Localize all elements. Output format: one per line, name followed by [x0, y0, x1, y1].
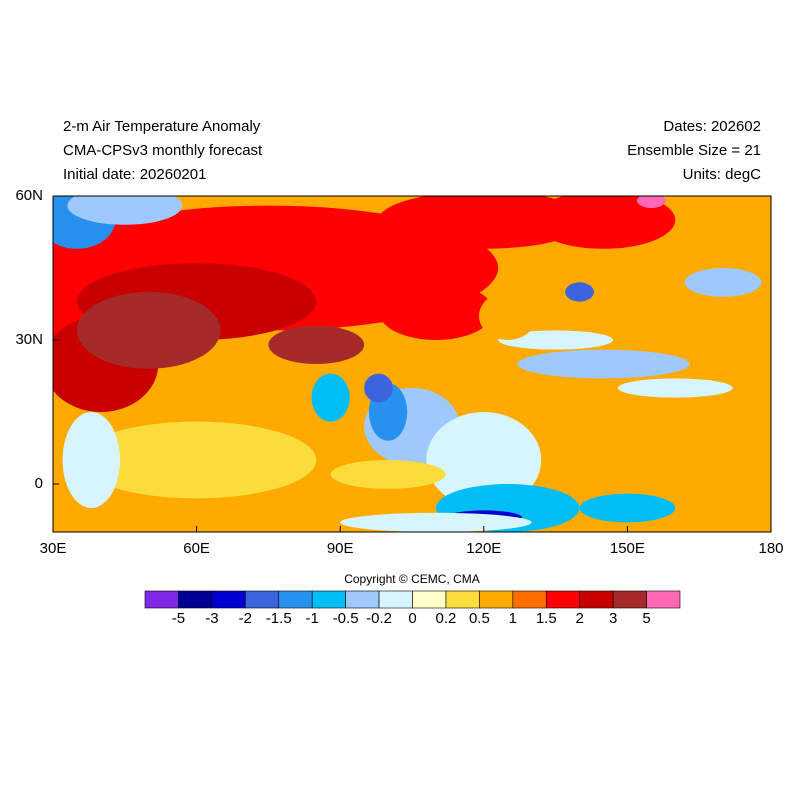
- anomaly-region: [617, 378, 733, 398]
- colorbar-swatch: [345, 590, 380, 609]
- colorbar-swatch: [579, 590, 614, 609]
- colorbar-label: 0: [408, 610, 416, 627]
- anomaly-region: [378, 282, 494, 341]
- colorbar-swatch: [278, 590, 313, 609]
- title-line: Initial date: 20260201: [63, 166, 206, 183]
- colorbar-label: 1.5: [536, 610, 557, 627]
- y-tick-label: 30N: [15, 331, 43, 348]
- colorbar-swatch: [311, 590, 346, 609]
- anomaly-region: [636, 196, 666, 208]
- anomaly-region: [479, 292, 537, 340]
- anomaly-region: [340, 512, 532, 532]
- anomaly-region: [364, 373, 393, 403]
- anomaly-region: [268, 325, 365, 364]
- colorbar-label: -1: [306, 610, 319, 627]
- title-line: CMA-CPSv3 monthly forecast: [63, 142, 263, 159]
- anomaly-region: [426, 412, 542, 508]
- anomaly-region: [684, 268, 762, 297]
- anomaly-region: [498, 330, 614, 350]
- colorbar: -5 -3 -2 -1.5 -1 -0.5 -0.2 0 0.2 0.5 1 1.5 2 3 5: [144, 590, 681, 627]
- colorbar-swatch: [479, 590, 514, 609]
- colorbar-label: -1.5: [266, 610, 292, 627]
- anomaly-region: [579, 493, 676, 523]
- info-line: Ensemble Size = 21: [627, 142, 761, 159]
- colorbar-label: -2: [239, 610, 252, 627]
- anomaly-field: [53, 196, 771, 532]
- colorbar-swatch: [412, 590, 447, 609]
- colorbar-swatch: [445, 590, 480, 609]
- x-tick-label: 150E: [610, 540, 645, 557]
- colorbar-label: 0.5: [469, 610, 490, 627]
- anomaly-region: [378, 196, 590, 249]
- colorbar-swatch: [545, 590, 580, 609]
- anomaly-region: [311, 373, 350, 422]
- copyright: Copyright © CEMC, CMA: [344, 572, 480, 586]
- colorbar-label: -3: [205, 610, 218, 627]
- colorbar-label: -5: [172, 610, 185, 627]
- colorbar-swatch: [144, 590, 179, 609]
- y-tick-label: 0: [35, 475, 43, 492]
- colorbar-swatch: [378, 590, 413, 609]
- y-tick-label: 60N: [15, 187, 43, 204]
- anomaly-region: [62, 412, 121, 508]
- x-tick-label: 90E: [327, 540, 354, 557]
- colorbar-label: 0.2: [436, 610, 457, 627]
- anomaly-region: [67, 196, 183, 225]
- colorbar-swatch: [512, 590, 547, 609]
- info-line: Dates: 202602: [663, 118, 761, 135]
- colorbar-label: 1: [509, 610, 517, 627]
- colorbar-label: -0.2: [366, 610, 392, 627]
- colorbar-swatch: [646, 590, 681, 609]
- map-frame: [52, 195, 772, 533]
- colorbar-label: 5: [642, 610, 650, 627]
- colorbar-swatch: [612, 590, 647, 609]
- colorbar-swatch: [178, 590, 213, 609]
- anomaly-region: [330, 460, 446, 489]
- anomaly-region: [76, 421, 317, 499]
- anomaly-region: [565, 282, 594, 302]
- colorbar-swatch: [245, 590, 280, 609]
- colorbar-label: 3: [609, 610, 617, 627]
- colorbar-swatch: [211, 590, 246, 609]
- anomaly-region: [517, 349, 690, 379]
- anomaly-region: [76, 292, 221, 369]
- colorbar-label: -0.5: [333, 610, 359, 627]
- x-tick-label: 120E: [466, 540, 501, 557]
- x-tick-label: 30E: [40, 540, 67, 557]
- anomaly-region: [531, 196, 676, 249]
- title-line: 2-m Air Temperature Anomaly: [63, 118, 261, 135]
- info-line: Units: degC: [683, 166, 762, 183]
- x-tick-label: 180: [758, 540, 783, 557]
- colorbar-label: 2: [576, 610, 584, 627]
- x-tick-label: 60E: [183, 540, 210, 557]
